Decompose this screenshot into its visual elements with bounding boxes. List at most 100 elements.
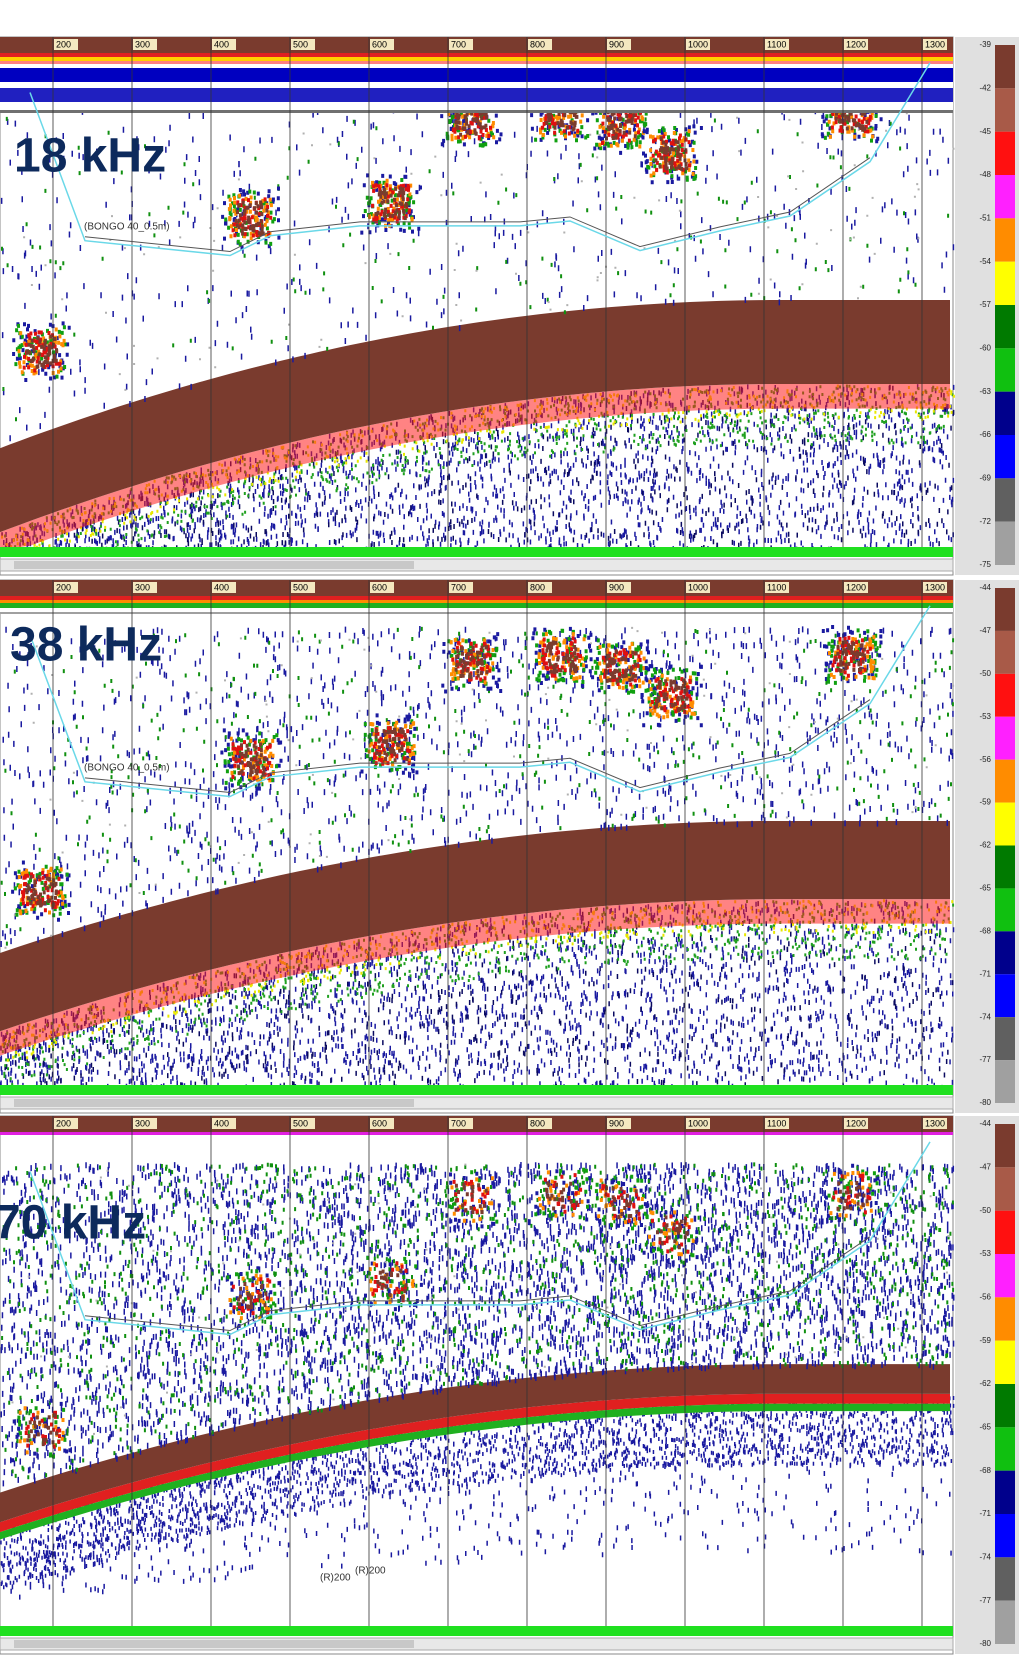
scale-tick-label: -77 xyxy=(979,1596,991,1605)
bottom-strip xyxy=(0,1626,953,1636)
scale-swatch xyxy=(995,846,1015,889)
scale-swatch xyxy=(995,1384,1015,1427)
scale-tick-label: -48 xyxy=(979,170,991,179)
scale-swatch xyxy=(995,88,1015,131)
scale-tick-label: -56 xyxy=(979,1292,991,1301)
scale-swatch xyxy=(995,1254,1015,1297)
scale-swatch xyxy=(995,522,1015,565)
surface-band xyxy=(0,82,953,88)
scale-swatch xyxy=(995,631,1015,674)
scale-swatch xyxy=(995,1514,1015,1557)
scale-swatch xyxy=(995,1471,1015,1514)
ping-label: 300 xyxy=(135,39,150,49)
ping-label: 400 xyxy=(214,39,229,49)
ping-label: 600 xyxy=(372,1118,387,1128)
scale-swatch xyxy=(995,1124,1015,1167)
scale-tick-label: -69 xyxy=(979,473,991,482)
ping-label: 800 xyxy=(530,1118,545,1128)
ping-label: 500 xyxy=(293,582,308,592)
ping-label: 1000 xyxy=(688,582,708,592)
scrollbar-thumb xyxy=(14,561,414,569)
ping-label: 1300 xyxy=(925,1118,945,1128)
scale-tick-label: -65 xyxy=(979,884,991,893)
scale-tick-label: -72 xyxy=(979,517,991,526)
surface-band xyxy=(0,64,953,68)
ping-label: 1200 xyxy=(846,1118,866,1128)
scale-tick-label: -80 xyxy=(979,1098,991,1107)
scale-tick-label: -56 xyxy=(979,755,991,764)
ping-label: 900 xyxy=(609,582,624,592)
scale-tick-label: -77 xyxy=(979,1055,991,1064)
ping-label: 1000 xyxy=(688,39,708,49)
ping-label: 1200 xyxy=(846,39,866,49)
bottom-strip xyxy=(0,547,953,557)
scale-swatch xyxy=(995,1557,1015,1600)
scale-swatch xyxy=(995,1017,1015,1060)
scale-swatch xyxy=(995,175,1015,218)
scale-tick-label: -44 xyxy=(979,583,991,592)
frequency-label: 38 kHz xyxy=(10,619,162,672)
scale-tick-label: -45 xyxy=(979,127,991,136)
scale-tick-label: -62 xyxy=(979,841,991,850)
scale-swatch xyxy=(995,931,1015,974)
ping-label: 900 xyxy=(609,1118,624,1128)
surface-band xyxy=(0,88,953,102)
scale-tick-label: -75 xyxy=(979,560,991,569)
scale-swatch xyxy=(995,132,1015,175)
scale-tick-label: -53 xyxy=(979,712,991,721)
echogram-figure: 200 300 400 500 600 700 800 900 1000 1100 1200 1300… xyxy=(0,0,1019,1655)
scale-tick-label: -59 xyxy=(979,798,991,807)
ping-label: 1100 xyxy=(767,582,786,592)
scale-tick-label: -71 xyxy=(979,1509,991,1518)
surface-band xyxy=(0,102,953,110)
scrollbar-thumb xyxy=(14,1099,414,1107)
scale-swatch xyxy=(995,262,1015,305)
surface-band xyxy=(0,603,953,608)
scale-tick-label: -53 xyxy=(979,1249,991,1258)
annotation: (R)200 xyxy=(355,1566,386,1577)
scale-tick-label: -47 xyxy=(979,626,991,635)
surface-band xyxy=(0,600,953,603)
scale-swatch xyxy=(995,1297,1015,1340)
ping-label: 700 xyxy=(451,39,466,49)
ping-label: 900 xyxy=(609,39,624,49)
frequency-label: 70 kHz xyxy=(0,1197,146,1250)
scale-tick-label: -68 xyxy=(979,1466,991,1475)
ping-label: 1200 xyxy=(846,582,866,592)
surface-band xyxy=(0,61,953,64)
ping-label: 600 xyxy=(372,582,387,592)
ping-label: 200 xyxy=(56,582,71,592)
ping-label: 200 xyxy=(56,1118,71,1128)
scale-swatch xyxy=(995,1060,1015,1103)
ping-label: 800 xyxy=(530,582,545,592)
ping-label: 500 xyxy=(293,39,308,49)
scale-tick-label: -63 xyxy=(979,387,991,396)
ping-label: 600 xyxy=(372,39,387,49)
scale-swatch xyxy=(995,392,1015,435)
scale-swatch xyxy=(995,1341,1015,1384)
scale-swatch xyxy=(995,1167,1015,1210)
annotation: (BONGO 40_0.5m) xyxy=(84,762,170,773)
ping-label: 700 xyxy=(451,582,466,592)
scale-tick-label: -39 xyxy=(979,40,991,49)
surface-band xyxy=(0,110,953,113)
scale-tick-label: -50 xyxy=(979,1206,991,1215)
ping-label: 1100 xyxy=(767,1118,786,1128)
scale-tick-label: -65 xyxy=(979,1422,991,1431)
scale-swatch xyxy=(995,760,1015,803)
scale-swatch xyxy=(995,305,1015,348)
annotation: (BONGO 40_0.5m) xyxy=(84,221,170,232)
scale-swatch xyxy=(995,674,1015,717)
scale-tick-label: -51 xyxy=(979,213,991,222)
scale-tick-label: -54 xyxy=(979,257,991,266)
scale-swatch xyxy=(995,348,1015,391)
ping-label: 800 xyxy=(530,39,545,49)
ping-label: 1100 xyxy=(767,39,786,49)
scrollbar-thumb xyxy=(14,1640,414,1648)
scale-tick-label: -47 xyxy=(979,1162,991,1171)
scale-tick-label: -62 xyxy=(979,1379,991,1388)
surface-band xyxy=(0,612,953,614)
scale-swatch xyxy=(995,218,1015,261)
